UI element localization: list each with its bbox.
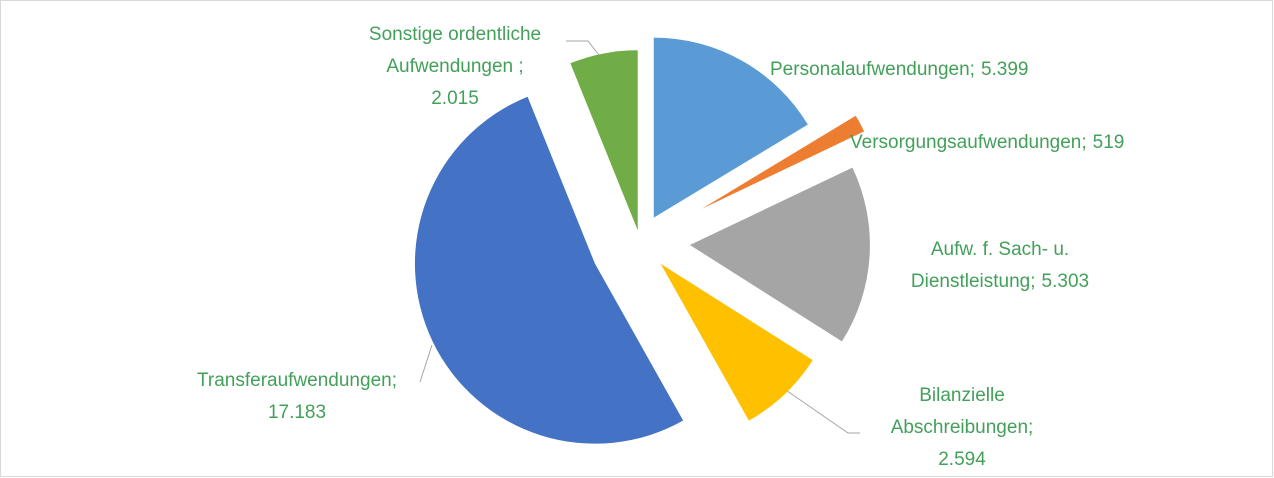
slice-label: Sonstige ordentliche Aufwendungen ; 2.015 <box>369 24 541 109</box>
label-line: Aufw. f. Sach- u. <box>931 239 1069 260</box>
category-label: Sonstige ordentliche Aufwendungen ; <box>369 24 541 77</box>
category-label: Personalaufwendungen; <box>770 59 975 80</box>
value-label: 5.303 <box>1042 271 1090 292</box>
pie-slice <box>570 50 638 231</box>
slice-label: Versorgungsaufwendungen; 519 <box>850 132 1124 153</box>
value-label: 5.399 <box>981 59 1029 80</box>
label-line: Aufwendungen ; <box>386 56 523 77</box>
slice-label: Transferaufwendungen; 17.183 <box>197 370 397 423</box>
label-line: Abschreibungen; <box>891 417 1034 438</box>
slice-label: Bilanzielle Abschreibungen; 2.594 <box>891 385 1034 470</box>
category-label: Versorgungsaufwendungen; <box>850 132 1087 153</box>
label-line: Versorgungsaufwendungen; <box>850 132 1087 153</box>
label-line: Personalaufwendungen; <box>770 59 975 80</box>
pie-slice <box>689 167 870 342</box>
label-line: Transferaufwendungen; <box>197 370 397 391</box>
pie-slice <box>660 263 813 421</box>
slice-label: Aufw. f. Sach- u. Dienstleistung; 5.303 <box>911 239 1089 292</box>
pie-slice <box>653 37 808 218</box>
category-label: Aufw. f. Sach- u. Dienstleistung; <box>911 239 1069 292</box>
category-label: Transferaufwendungen; <box>197 370 397 391</box>
label-line: Bilanzielle <box>919 385 1005 406</box>
pie-slice <box>701 115 865 209</box>
leader-line <box>779 385 860 434</box>
label-line: Dienstleistung; <box>911 271 1036 292</box>
pie-slice <box>414 96 684 444</box>
label-line: Sonstige ordentliche <box>369 24 541 45</box>
category-label: Bilanzielle Abschreibungen; <box>891 385 1034 438</box>
leader-line <box>419 344 433 383</box>
value-label: 2.594 <box>938 449 986 470</box>
value-label: 2.015 <box>431 88 479 109</box>
slice-label: Personalaufwendungen; 5.399 <box>770 59 1028 80</box>
value-label: 519 <box>1093 132 1125 153</box>
value-label: 17.183 <box>268 402 326 423</box>
